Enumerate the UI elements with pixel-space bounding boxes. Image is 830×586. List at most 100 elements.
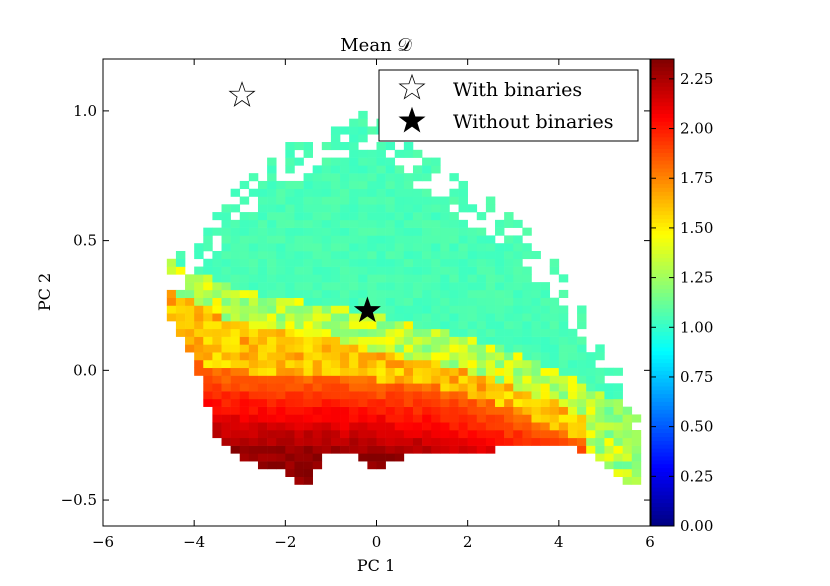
heatmap-cell <box>631 430 642 439</box>
heatmap-cell <box>194 274 204 283</box>
heatmap-cell <box>239 227 250 236</box>
heatmap-cell <box>285 243 295 252</box>
heatmap-cell <box>203 391 213 400</box>
heatmap-cell <box>403 173 414 182</box>
heatmap-cell <box>412 445 423 454</box>
heatmap-cell <box>567 398 578 407</box>
heatmap-cell <box>631 476 642 485</box>
heatmap-cell <box>276 274 286 283</box>
heatmap-cell <box>558 406 569 415</box>
heatmap-cell <box>485 391 496 400</box>
heatmap-cell <box>349 204 359 213</box>
heatmap-cell <box>285 367 295 376</box>
heatmap-cell <box>276 219 286 228</box>
heatmap-cell <box>385 313 396 322</box>
heatmap-cell <box>476 344 487 353</box>
heatmap-cell <box>294 274 304 283</box>
heatmap-cell <box>458 313 468 322</box>
heatmap-cell <box>203 305 213 314</box>
heatmap-cell <box>422 219 432 228</box>
heatmap-cell <box>440 219 450 228</box>
heatmap-cell <box>613 430 623 439</box>
heatmap-cell <box>285 453 295 462</box>
heatmap-cell <box>257 212 268 221</box>
heatmap-cell <box>540 422 551 431</box>
heatmap-cell <box>422 266 432 275</box>
heatmap-cell <box>385 212 396 221</box>
heatmap-cell <box>440 414 450 423</box>
y-tick-label: 0.5 <box>73 232 97 250</box>
heatmap-cell <box>440 422 450 431</box>
heatmap-cell <box>285 468 295 477</box>
heatmap-cell <box>239 430 250 439</box>
heatmap-cell <box>212 274 222 283</box>
heatmap-cell <box>595 398 605 407</box>
heatmap-cell <box>440 445 450 454</box>
heatmap-cell <box>376 258 386 267</box>
colorbar-tick-label: 2.00 <box>680 120 713 138</box>
heatmap-cell <box>257 204 268 213</box>
heatmap-cell <box>431 359 441 369</box>
heatmap-cell <box>577 422 587 431</box>
colorbar-strip <box>651 432 674 437</box>
heatmap-cell <box>221 352 231 361</box>
heatmap-cell <box>212 422 222 431</box>
heatmap-cell <box>540 336 551 345</box>
heatmap-cell <box>212 227 222 236</box>
heatmap-cell <box>303 461 313 470</box>
heatmap-cell <box>394 359 405 369</box>
heatmap-cell <box>330 219 341 228</box>
heatmap-cell <box>504 398 514 407</box>
heatmap-cell <box>312 375 323 384</box>
heatmap-cell <box>367 227 377 236</box>
heatmap-cell <box>303 289 313 298</box>
colorbar-strip <box>651 463 674 469</box>
heatmap-cell <box>431 289 441 298</box>
heatmap-cell <box>321 188 332 197</box>
heatmap-cell <box>276 212 286 221</box>
heatmap-cell <box>522 398 532 407</box>
heatmap-cell <box>303 305 313 314</box>
heatmap-cell <box>412 173 423 182</box>
heatmap-cell <box>422 282 432 291</box>
heatmap-cell <box>540 359 551 369</box>
legend-box <box>378 69 639 142</box>
legend-label-with-binaries: With binaries <box>453 79 582 101</box>
heatmap-cell <box>303 313 313 322</box>
heatmap-cell <box>522 227 532 236</box>
heatmap-cell <box>412 282 423 291</box>
heatmap-cell <box>604 398 614 407</box>
heatmap-cell <box>485 430 496 439</box>
heatmap-cell <box>303 212 313 221</box>
heatmap-cell <box>321 274 332 283</box>
heatmap-cell <box>549 297 560 306</box>
heatmap-cell <box>267 235 277 244</box>
heatmap-cell <box>431 367 441 376</box>
heatmap-cell <box>267 196 277 205</box>
heatmap-cell <box>267 227 277 236</box>
heatmap-cell <box>604 391 614 400</box>
heatmap-cell <box>303 243 313 252</box>
heatmap-cell <box>285 406 295 415</box>
heatmap-cell <box>485 367 496 376</box>
heatmap-cell <box>549 344 560 353</box>
heatmap-cell <box>412 250 423 260</box>
heatmap-cell <box>239 250 250 260</box>
heatmap-cell <box>358 406 368 415</box>
heatmap-cell <box>522 437 532 446</box>
heatmap-cell <box>312 305 323 314</box>
heatmap-cell <box>248 453 259 462</box>
heatmap-cell <box>267 204 277 213</box>
heatmap-cell <box>577 398 587 407</box>
heatmap-cell <box>449 391 459 400</box>
heatmap-cell <box>267 398 277 407</box>
heatmap-cell <box>330 344 341 353</box>
heatmap-cell <box>376 157 386 166</box>
colorbar-strip <box>651 59 674 64</box>
heatmap-cell <box>467 359 478 369</box>
heatmap-cell <box>449 437 459 446</box>
heatmap-cell <box>403 422 414 431</box>
heatmap-cell <box>476 406 487 415</box>
heatmap-cell <box>330 266 341 275</box>
heatmap-cell <box>367 367 377 376</box>
